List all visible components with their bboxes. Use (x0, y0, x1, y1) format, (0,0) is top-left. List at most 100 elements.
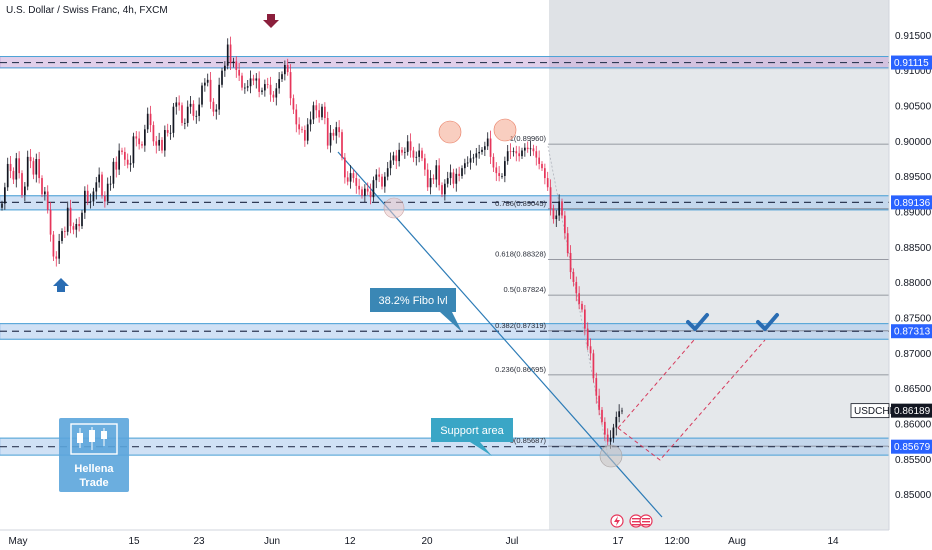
candle-body (532, 148, 535, 152)
candle-body (306, 124, 309, 141)
support-callout[interactable]: Support area (431, 418, 513, 456)
candle-body (412, 150, 415, 158)
candle-body (544, 168, 546, 179)
candle-body (212, 101, 215, 112)
candle-body (12, 171, 15, 180)
candle-body (552, 208, 555, 220)
time-axis[interactable]: May 15 23 Jun 12 20 Jul 17 12:00 Aug 14 (9, 536, 839, 547)
candle-body (209, 79, 212, 102)
candle-body (421, 150, 423, 159)
candle-body (335, 127, 338, 136)
candle-body (578, 293, 580, 304)
candle-body (204, 82, 206, 86)
time-tick-label: 23 (193, 536, 205, 547)
candle-body (506, 151, 509, 162)
candle-body (158, 139, 160, 146)
candle-body (338, 127, 340, 133)
candle-body (89, 201, 92, 203)
candle-body (601, 409, 603, 422)
symbol-badge (850, 403, 890, 419)
candle-body (438, 165, 440, 186)
candle-body (266, 84, 269, 85)
time-tick-label: May (9, 536, 28, 547)
candle-body (224, 65, 226, 71)
candle-body (144, 129, 146, 146)
price-axis-bg (889, 0, 932, 550)
candle-body (561, 201, 563, 216)
candle-body (172, 106, 175, 133)
price-tick-label: 0.85500 (895, 455, 932, 466)
candle-body (446, 178, 449, 184)
candle-body (355, 178, 358, 186)
candle-body (192, 103, 195, 116)
candle-body (612, 427, 615, 439)
candle-body (258, 78, 260, 92)
check-icon (756, 313, 779, 331)
candle-body (349, 173, 352, 182)
candle-body (329, 132, 332, 146)
candle-body (21, 173, 23, 196)
candle-body (469, 158, 472, 163)
time-tick-label: Aug (728, 536, 746, 547)
candle-body (218, 84, 220, 110)
candle-body (364, 188, 366, 196)
candle-body (221, 70, 223, 85)
candle-body (178, 102, 180, 106)
candle-body (292, 98, 295, 110)
price-badge (891, 439, 932, 454)
candle-body (32, 161, 35, 175)
time-tick-label: Jul (506, 536, 519, 547)
chart-icon (70, 423, 118, 455)
candle-body (166, 130, 169, 133)
fib-level-label: 0(0.85687) (510, 436, 547, 445)
candle-body (535, 151, 538, 158)
candle-body (486, 138, 489, 147)
price-tick-label: 0.88500 (895, 243, 932, 254)
candle-body (312, 105, 315, 120)
time-tick-label: Jun (264, 536, 280, 547)
candle-body (15, 158, 18, 180)
price-badge (891, 324, 932, 339)
candle-body (392, 155, 395, 161)
candle-body (324, 106, 326, 119)
candle-body (321, 106, 323, 118)
candle-body (375, 174, 378, 181)
candle-body (415, 156, 418, 158)
candle-body (272, 94, 275, 98)
candle-body (529, 148, 532, 150)
circle-support-2 (599, 444, 623, 468)
event-icons[interactable] (610, 514, 653, 528)
candle-body (129, 163, 132, 165)
fibo-callout[interactable]: 38.2% Fibo lvl (370, 288, 462, 332)
arrow-down-icon (263, 14, 279, 28)
candle-body (198, 104, 200, 116)
price-tick-label: 0.91500 (895, 31, 932, 42)
candle-body (558, 201, 560, 216)
candle-body (546, 178, 549, 188)
candle-body (286, 65, 289, 73)
price-tick-label: 0.89000 (895, 208, 932, 219)
candle-body (132, 136, 135, 164)
candle-body (181, 105, 183, 123)
candle-body (538, 157, 540, 164)
price-axis[interactable]: 0.91500 0.91000 0.90500 0.90000 0.89500 0.890… (895, 31, 932, 501)
candle-body (155, 141, 158, 146)
candle-body (84, 190, 86, 213)
candle-body (206, 79, 209, 83)
candle-body (346, 177, 349, 182)
candle-body (358, 185, 360, 190)
fib-level-label: 0.382(0.87319) (495, 321, 546, 330)
candle-body (106, 183, 109, 202)
candle-body (95, 182, 98, 192)
price-tick-label: 0.90500 (895, 102, 932, 113)
candle-body (235, 61, 238, 70)
projection-path-2 (617, 339, 766, 461)
candle-body (104, 195, 106, 202)
candle-body (284, 65, 286, 75)
candle-body (161, 139, 163, 151)
candle-body (184, 122, 186, 124)
candle-body (175, 102, 178, 107)
logo-line2: Trade (79, 477, 108, 489)
arrow-up-icon (53, 278, 69, 292)
